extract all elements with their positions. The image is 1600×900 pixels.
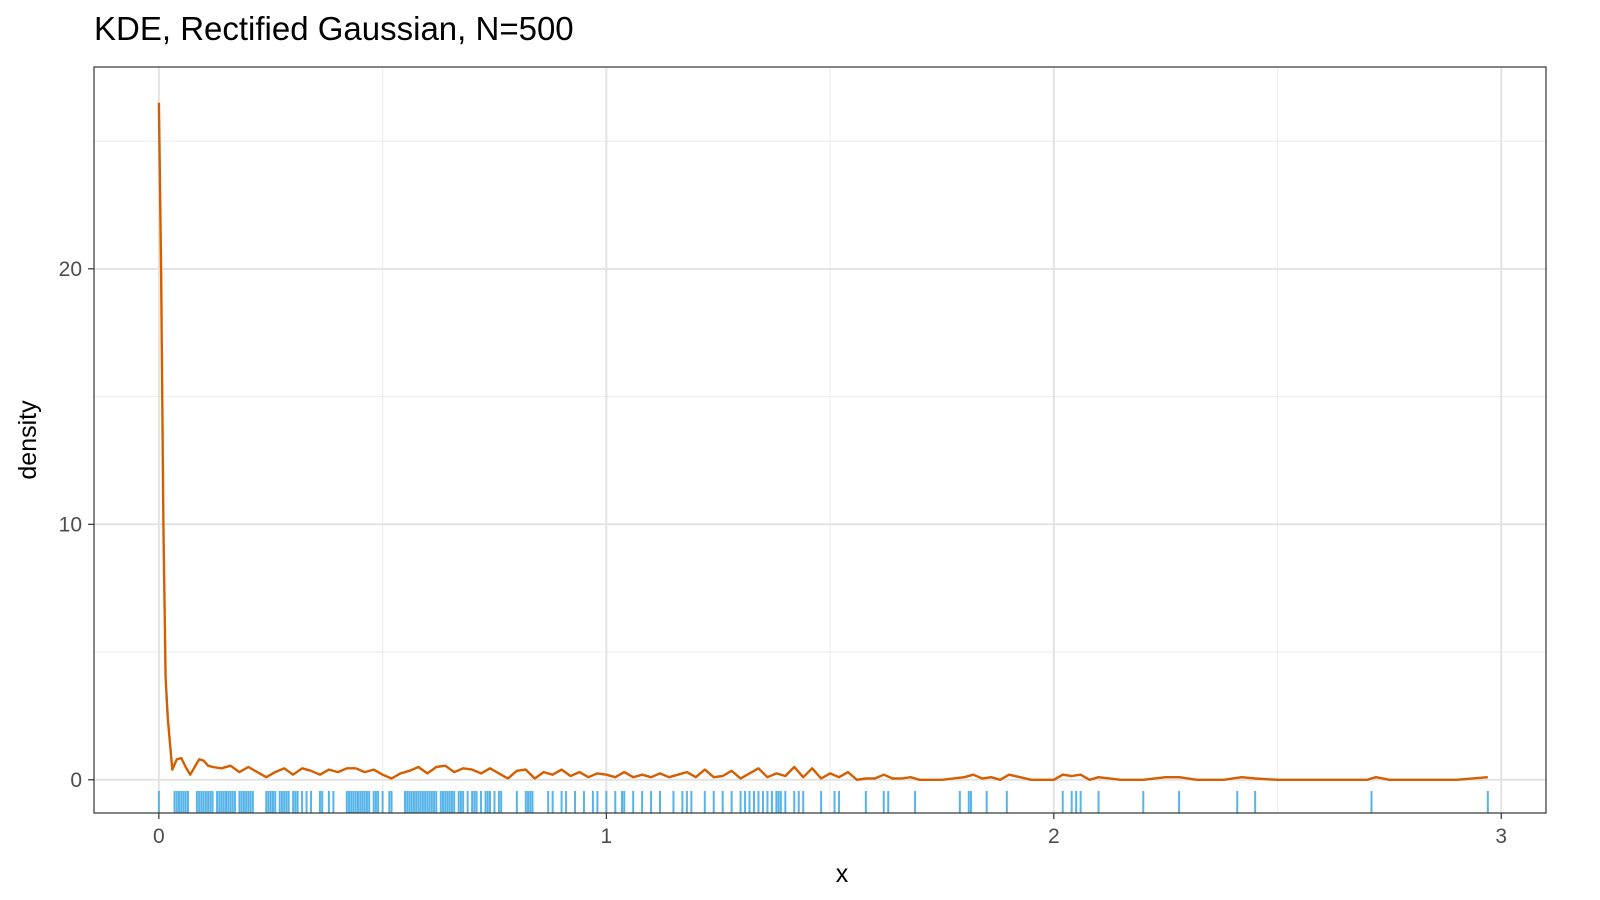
y-axis-title: density	[14, 400, 42, 480]
chart-title: KDE, Rectified Gaussian, N=500	[94, 10, 574, 47]
x-tick-label-3: 3	[1495, 825, 1507, 848]
plot-panel	[94, 67, 1546, 813]
x-tick-label-2: 2	[1048, 825, 1060, 848]
kde-line	[157, 102, 1488, 781]
y-tick-label-0: 0	[70, 769, 82, 792]
x-tick-label-0: 0	[153, 825, 165, 848]
y-tick-label-2: 20	[59, 258, 82, 281]
x-tick-label-1: 1	[600, 825, 612, 848]
x-axis-title: x	[836, 860, 849, 888]
rug-marks	[157, 791, 1489, 813]
axis-ticks: 0 1 2 3 0 10 20	[59, 258, 1507, 848]
panel-border	[93, 66, 1547, 814]
y-tick-label-1: 10	[59, 513, 82, 536]
